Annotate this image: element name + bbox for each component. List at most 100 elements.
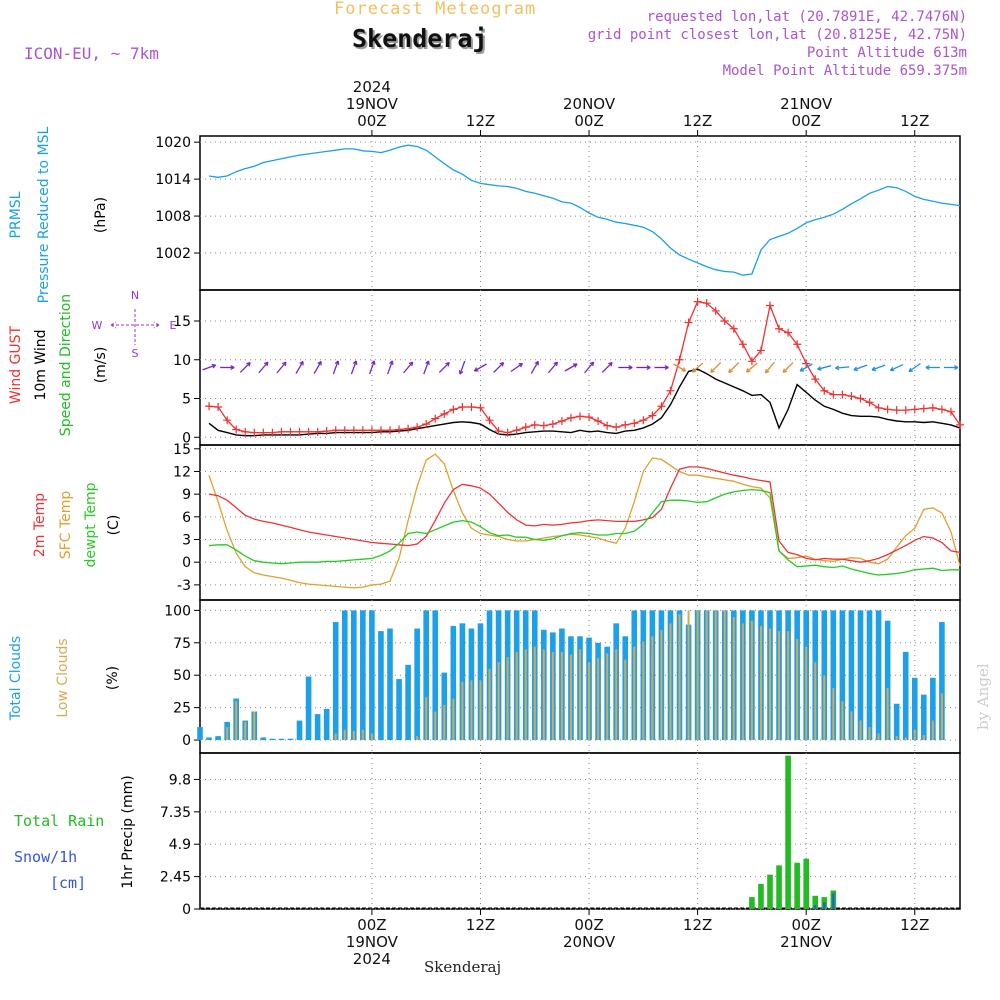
- low-cloud-bar: [416, 736, 419, 741]
- wind-gust-point: [250, 428, 259, 437]
- low-cloud-bar: [823, 675, 826, 741]
- wind-direction-arrow: [386, 360, 394, 375]
- low-cloud-bar: [922, 734, 925, 741]
- low-cloud-bar: [687, 610, 690, 741]
- wind-direction-arrowhead: [908, 367, 914, 373]
- total-cloud-bar: [351, 610, 357, 741]
- wind-direction-arrow: [332, 360, 339, 375]
- wind-direction-arrowhead: [589, 361, 595, 367]
- low-cloud-bar: [913, 729, 916, 741]
- precip-side-label: [cm]: [50, 874, 86, 892]
- low-cloud-bar: [868, 727, 871, 741]
- temp-ytick-label: 0: [182, 555, 191, 571]
- clouds-axis-label: Total Clouds: [8, 636, 24, 721]
- wind-gust-point: [440, 410, 449, 418]
- total-cloud-bar: [314, 714, 321, 741]
- bottom-time-label: 00Z: [357, 916, 386, 934]
- total-cloud-bar: [197, 727, 203, 741]
- low-cloud-bar: [443, 705, 446, 741]
- wind-direction-arrowhead: [553, 361, 558, 367]
- wind-direction-arrow: [564, 363, 578, 372]
- wind-gust-point: [367, 426, 376, 435]
- total-cloud-bar: [323, 708, 330, 741]
- low-cloud-bar: [343, 729, 346, 741]
- wind-gust-point: [639, 416, 648, 425]
- total-cloud-bar: [830, 610, 837, 741]
- low-cloud-bar: [832, 688, 835, 741]
- pressure-axis-label: (hPa): [93, 197, 109, 233]
- wind-direction-arrowhead: [646, 365, 651, 370]
- total-cloud-bar: [884, 620, 891, 741]
- wind-direction-arrowhead: [473, 367, 479, 372]
- top-time-label: 12Z: [900, 112, 929, 130]
- wind-direction-arrowhead: [745, 368, 751, 373]
- wind-gust-point: [566, 413, 575, 422]
- wind-direction-arrowhead: [408, 361, 414, 367]
- wind-gust-point: [630, 419, 639, 428]
- temp-ytick-label: 12: [173, 464, 191, 480]
- wind-direction-arrow: [871, 364, 886, 371]
- wind-direction-arrowhead: [728, 368, 733, 374]
- wind-direction-arrowhead: [628, 365, 633, 370]
- wind-gust-point: [901, 406, 910, 415]
- wind-gust-point: [223, 416, 232, 425]
- precip-ytick-label: 7.35: [160, 805, 191, 821]
- temp-axis-label: SFC Temp: [58, 491, 74, 560]
- total-cloud-bar: [396, 679, 402, 741]
- wind-direction-arrowhead: [317, 360, 322, 366]
- wind-direction-arrowhead: [425, 360, 430, 365]
- credit-label: by Angel: [974, 663, 992, 730]
- low-cloud-bar: [497, 662, 500, 741]
- total-cloud-bar: [369, 610, 375, 741]
- total-cloud-bar: [341, 610, 348, 741]
- wind-direction-arrowhead: [518, 362, 523, 368]
- total-cloud-bar: [332, 622, 339, 741]
- wind-direction-arrow: [403, 361, 414, 374]
- wind-direction-arrow: [908, 362, 921, 373]
- snow-bar: [814, 905, 817, 909]
- wind-direction-arrow: [313, 361, 322, 374]
- wind-axis-label: 10m Wind: [33, 329, 49, 400]
- low-cloud-bar: [470, 680, 473, 741]
- total-cloud-bar: [414, 628, 420, 741]
- wind-direction-arrowhead: [299, 360, 304, 366]
- wind-gust-point: [910, 405, 919, 414]
- wind-direction-arrow: [474, 363, 487, 372]
- wind-gust-point: [775, 324, 784, 333]
- wind-gust-point: [530, 420, 539, 429]
- wind-gust-point: [847, 392, 856, 401]
- low-cloud-bar: [515, 651, 518, 741]
- wind-direction-arrow: [368, 360, 375, 375]
- wind-gust-point: [268, 428, 277, 437]
- total-cloud-bar: [269, 738, 276, 741]
- total-cloud-bar: [387, 628, 393, 741]
- temp-axis-label: 2m Temp: [32, 493, 48, 557]
- low-cloud-bar: [714, 610, 717, 741]
- rain-bar: [785, 755, 791, 909]
- temp-axis-label: (C): [106, 515, 122, 536]
- wind-direction-arrowhead: [263, 361, 269, 367]
- total-cloud-bar: [432, 610, 439, 741]
- compass-e-label: E: [170, 319, 177, 332]
- temp-ytick-label: 6: [182, 510, 191, 526]
- wind-gust-point: [720, 317, 729, 325]
- low-cloud-bar: [660, 629, 663, 741]
- wind-gust-point: [820, 386, 829, 395]
- wind-gust-point: [594, 416, 603, 425]
- wind-direction-arrowhead: [782, 368, 788, 374]
- wind-gust-point: [404, 424, 413, 433]
- wind-direction-arrow: [601, 362, 613, 373]
- wind-direction-arrow: [584, 361, 595, 374]
- pressure-line: [208, 144, 961, 276]
- top-time-label: 00Z: [792, 112, 821, 130]
- low-cloud-bar: [434, 711, 437, 741]
- wind-axis-label: (m/s): [93, 347, 109, 384]
- precip-side-label: Snow/1h: [14, 848, 77, 866]
- wind-direction-arrow: [493, 362, 504, 373]
- wind-direction-arrowhead: [445, 361, 450, 367]
- low-cloud-bar: [778, 631, 781, 741]
- top-time-label: 19NOV: [346, 95, 399, 113]
- temp-ytick-label: 3: [182, 533, 191, 549]
- wind-direction-arrowhead: [458, 370, 464, 375]
